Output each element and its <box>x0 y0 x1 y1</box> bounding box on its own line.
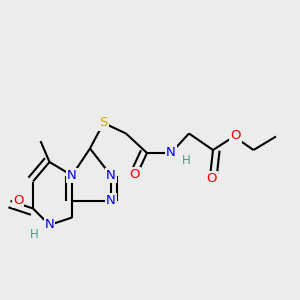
Text: O: O <box>230 129 241 142</box>
Text: S: S <box>99 116 108 130</box>
Text: H: H <box>182 154 190 167</box>
Text: N: N <box>106 194 116 208</box>
Text: N: N <box>45 218 54 232</box>
Text: O: O <box>130 168 140 181</box>
Text: N: N <box>67 169 77 182</box>
Text: O: O <box>206 172 217 185</box>
Text: N: N <box>106 169 116 182</box>
Text: N: N <box>166 146 176 160</box>
Text: H: H <box>29 227 38 241</box>
Text: O: O <box>13 194 23 207</box>
